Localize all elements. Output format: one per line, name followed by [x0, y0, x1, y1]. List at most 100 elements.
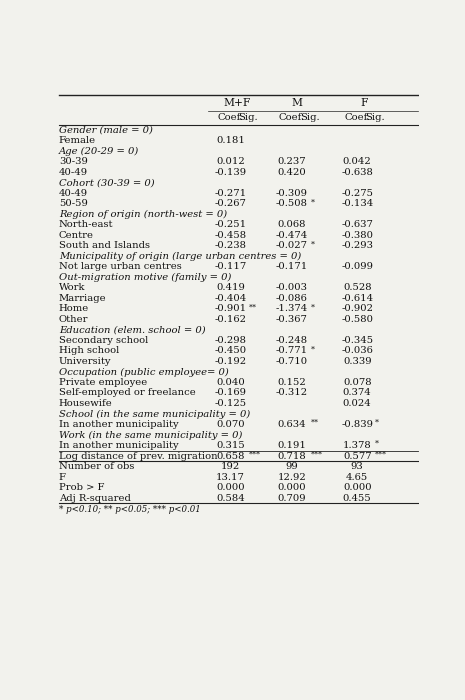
Text: Housewife: Housewife [59, 399, 113, 408]
Text: Private employee: Private employee [59, 378, 147, 387]
Text: 0.420: 0.420 [277, 168, 306, 177]
Text: -1.374: -1.374 [276, 304, 308, 314]
Text: F: F [59, 473, 66, 482]
Text: 0.191: 0.191 [277, 441, 306, 450]
Text: -0.380: -0.380 [341, 231, 373, 240]
Text: -0.367: -0.367 [276, 315, 307, 324]
Text: *: * [311, 303, 314, 312]
Text: -0.117: -0.117 [214, 262, 246, 272]
Text: -0.162: -0.162 [214, 315, 246, 324]
Text: -0.036: -0.036 [341, 346, 373, 356]
Text: -0.099: -0.099 [341, 262, 373, 272]
Text: -0.192: -0.192 [214, 357, 246, 366]
Text: Work: Work [59, 284, 86, 293]
Text: -0.271: -0.271 [214, 189, 246, 198]
Text: South and Islands: South and Islands [59, 241, 150, 251]
Text: 0.709: 0.709 [277, 494, 306, 503]
Text: 0.000: 0.000 [216, 483, 245, 492]
Text: Coef.: Coef. [344, 113, 370, 122]
Text: 93: 93 [351, 462, 364, 471]
Text: -0.901: -0.901 [214, 304, 246, 314]
Text: University: University [59, 357, 111, 366]
Text: -0.710: -0.710 [276, 357, 308, 366]
Text: High school: High school [59, 346, 119, 356]
Text: -0.345: -0.345 [341, 336, 373, 345]
Text: Centre: Centre [59, 231, 94, 240]
Text: 13.17: 13.17 [216, 473, 245, 482]
Text: Education (elem. school = 0): Education (elem. school = 0) [59, 326, 206, 335]
Text: Work (in the same municipality = 0): Work (in the same municipality = 0) [59, 430, 242, 440]
Text: -0.275: -0.275 [341, 189, 373, 198]
Text: Coef.: Coef. [279, 113, 305, 122]
Text: **: ** [248, 303, 256, 312]
Text: -0.508: -0.508 [276, 199, 308, 209]
Text: -0.248: -0.248 [276, 336, 308, 345]
Text: Home: Home [59, 304, 89, 314]
Text: *: * [311, 345, 314, 354]
Text: 0.042: 0.042 [343, 158, 372, 167]
Text: Secondary school: Secondary school [59, 336, 148, 345]
Text: 50-59: 50-59 [59, 199, 88, 209]
Text: -0.125: -0.125 [214, 399, 246, 408]
Text: -0.902: -0.902 [341, 304, 373, 314]
Text: 0.718: 0.718 [277, 452, 306, 461]
Text: *: * [311, 240, 314, 248]
Text: 40-49: 40-49 [59, 168, 88, 177]
Text: Log distance of prev. migration: Log distance of prev. migration [59, 452, 218, 461]
Text: 99: 99 [285, 462, 298, 471]
Text: 4.65: 4.65 [346, 473, 368, 482]
Text: -0.458: -0.458 [214, 231, 246, 240]
Text: * p<0.10; ** p<0.05; *** p<0.01: * p<0.10; ** p<0.05; *** p<0.01 [59, 505, 200, 514]
Text: ***: *** [311, 450, 322, 459]
Text: -0.298: -0.298 [214, 336, 246, 345]
Text: 0.040: 0.040 [216, 378, 245, 387]
Text: *: * [374, 419, 379, 427]
Text: School (in the same municipality = 0): School (in the same municipality = 0) [59, 410, 250, 419]
Text: Sig.: Sig. [365, 113, 385, 122]
Text: Marriage: Marriage [59, 294, 106, 303]
Text: -0.027: -0.027 [276, 241, 308, 251]
Text: 0.152: 0.152 [277, 378, 306, 387]
Text: Age (20-29 = 0): Age (20-29 = 0) [59, 147, 139, 156]
Text: In another municipality: In another municipality [59, 420, 179, 429]
Text: Municipality of origin (large urban centres = 0): Municipality of origin (large urban cent… [59, 252, 301, 261]
Text: *: * [374, 440, 379, 448]
Text: *: * [311, 198, 314, 206]
Text: ***: *** [374, 450, 386, 459]
Text: 0.634: 0.634 [277, 420, 306, 429]
Text: -0.238: -0.238 [214, 241, 246, 251]
Text: **: ** [311, 419, 319, 427]
Text: -0.309: -0.309 [276, 189, 308, 198]
Text: -0.086: -0.086 [276, 294, 307, 303]
Text: -0.450: -0.450 [214, 346, 246, 356]
Text: 0.068: 0.068 [278, 220, 306, 230]
Text: -0.404: -0.404 [214, 294, 246, 303]
Text: 0.528: 0.528 [343, 284, 372, 293]
Text: 0.658: 0.658 [216, 452, 245, 461]
Text: Gender (male = 0): Gender (male = 0) [59, 126, 153, 134]
Text: Region of origin (north-west = 0): Region of origin (north-west = 0) [59, 210, 227, 219]
Text: 1.378: 1.378 [343, 441, 372, 450]
Text: 0.024: 0.024 [343, 399, 372, 408]
Text: 0.374: 0.374 [343, 389, 372, 398]
Text: F: F [360, 98, 367, 108]
Text: 0.000: 0.000 [277, 483, 306, 492]
Text: -0.580: -0.580 [341, 315, 373, 324]
Text: Prob > F: Prob > F [59, 483, 104, 492]
Text: Sig.: Sig. [300, 113, 320, 122]
Text: Cohort (30-39 = 0): Cohort (30-39 = 0) [59, 178, 154, 188]
Text: -0.637: -0.637 [341, 220, 373, 230]
Text: -0.139: -0.139 [214, 168, 246, 177]
Text: Self-employed or freelance: Self-employed or freelance [59, 389, 196, 398]
Text: 0.000: 0.000 [343, 483, 372, 492]
Text: -0.134: -0.134 [341, 199, 373, 209]
Text: 0.584: 0.584 [216, 494, 245, 503]
Text: M: M [292, 98, 303, 108]
Text: 0.070: 0.070 [216, 420, 245, 429]
Text: 40-49: 40-49 [59, 189, 88, 198]
Text: -0.614: -0.614 [341, 294, 373, 303]
Text: Adj R-squared: Adj R-squared [59, 494, 131, 503]
Text: 192: 192 [221, 462, 240, 471]
Text: ***: *** [248, 450, 260, 459]
Text: 0.577: 0.577 [343, 452, 372, 461]
